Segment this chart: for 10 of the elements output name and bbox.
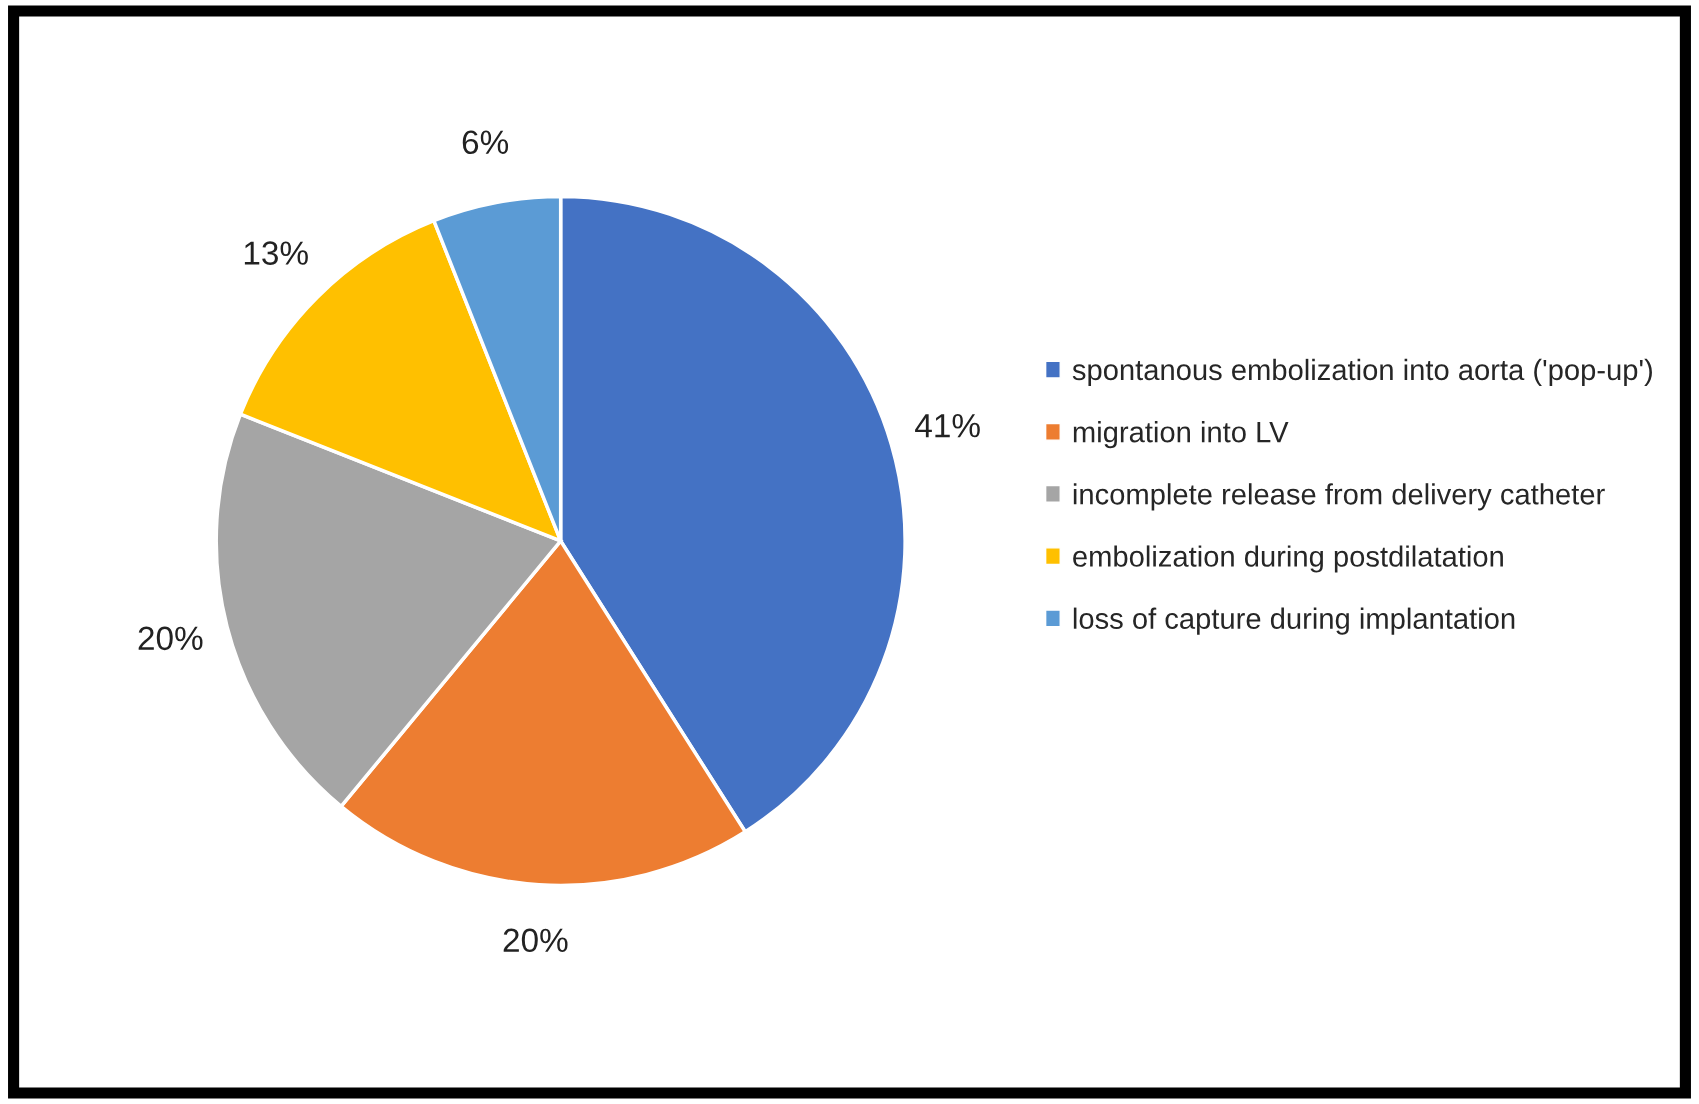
data-label: 6% [462,130,509,155]
data-label: 20% [138,626,203,651]
legend-label: migration into LV [1073,421,1289,449]
data-label: 20% [503,928,568,953]
legend-label: spontanous embolization into aorta ('pop-up') [1072,358,1652,387]
legend-label: incomplete release from delivery catheter [1073,483,1605,511]
data-label: 13% [244,241,308,265]
legend-label: embolization during postdilatation [1073,545,1503,573]
data-label: 41% [915,414,980,438]
legend-label: loss of capture during implantation [1073,607,1515,635]
